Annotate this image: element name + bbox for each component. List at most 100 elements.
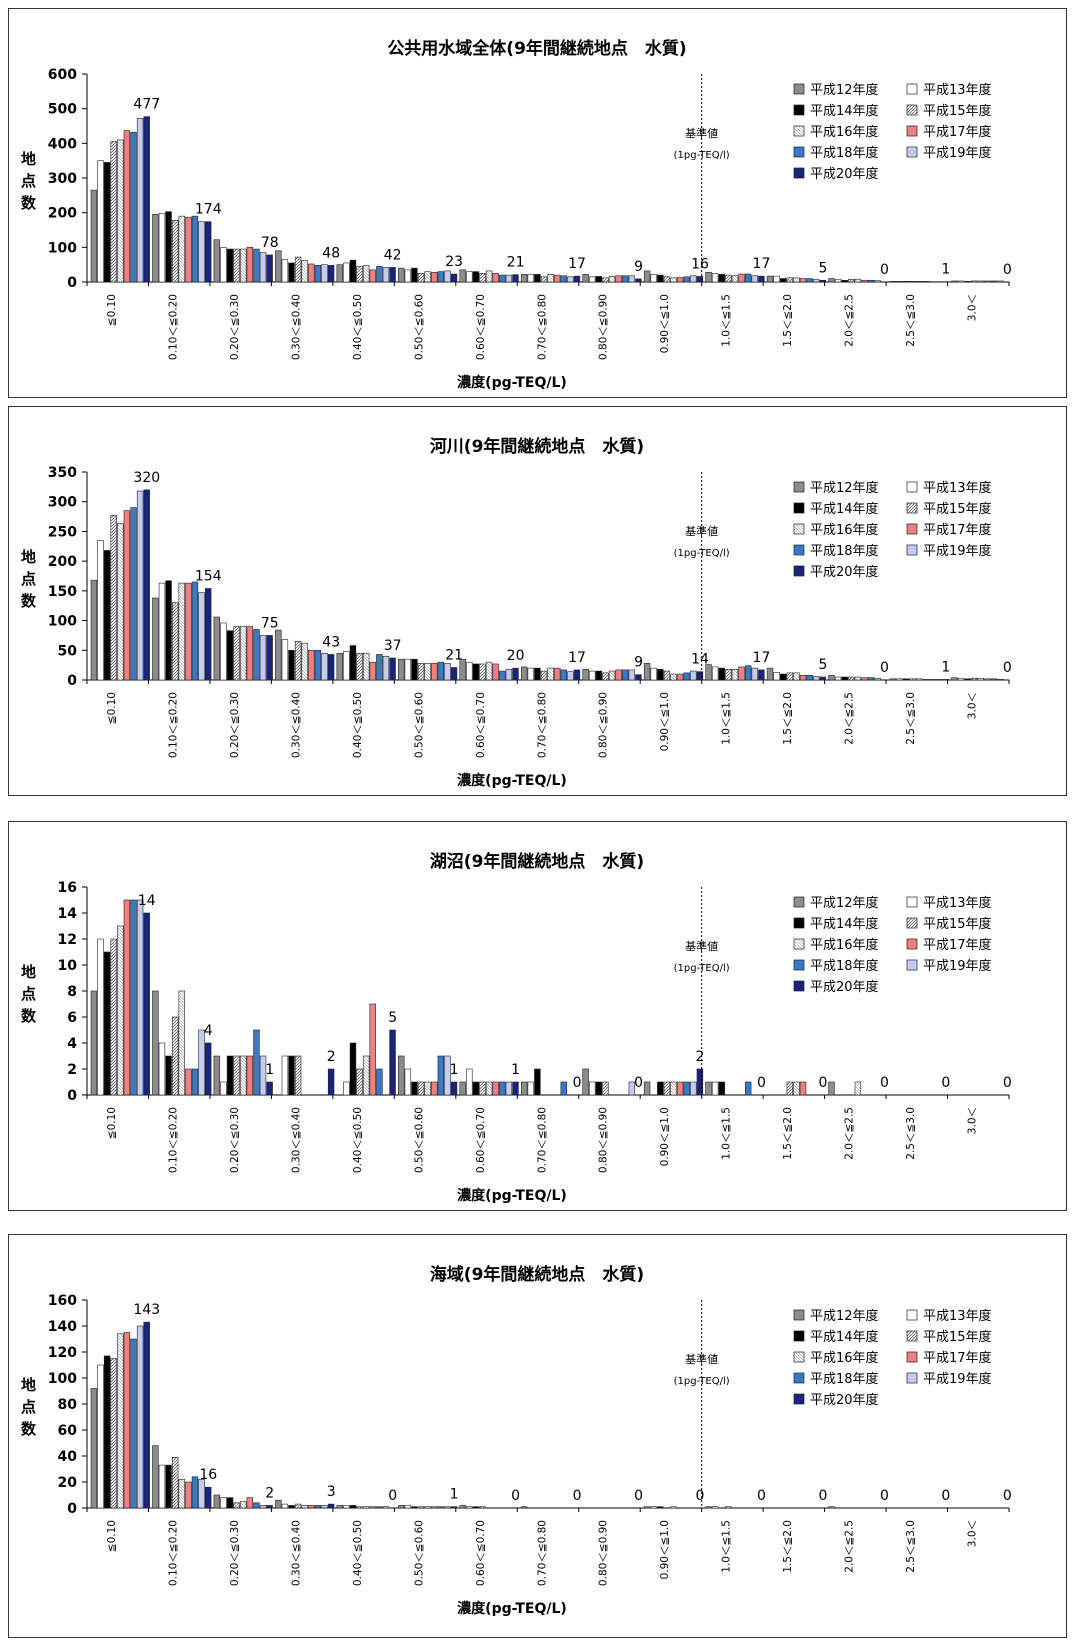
bar-1-14: [889, 281, 897, 283]
bar-7-9: [622, 275, 629, 283]
bar-8-12: [813, 676, 820, 681]
bar-4-13: [848, 278, 855, 283]
bar-4-11: [725, 1506, 732, 1509]
data-label: 143: [133, 1302, 160, 1318]
bar-3-7: [472, 1506, 480, 1509]
x-tick-label: ≦0.10: [106, 294, 118, 326]
x-tick-label: 3.0＜: [967, 692, 979, 719]
legend-swatch-7: [793, 959, 805, 971]
data-label: 0: [1003, 660, 1012, 676]
y-tick-label: 8: [67, 984, 77, 1000]
data-label: 2: [327, 1049, 336, 1065]
bar-1-1: [90, 1388, 98, 1509]
data-label: 0: [941, 1075, 950, 1091]
x-tick-label: 1.5＜≦2.0: [782, 692, 794, 745]
bar-2-2: [158, 582, 166, 681]
bar-2-4: [281, 1503, 289, 1509]
bar-6-3: [246, 626, 254, 681]
bar-4-14: [909, 678, 916, 681]
y-axis-label-char: 点: [21, 985, 36, 1003]
bar-6-10: [676, 673, 684, 681]
legend-label-1: 平成12年度: [810, 895, 879, 911]
bar-1-4: [275, 1499, 282, 1509]
bar-7-11: [744, 665, 752, 681]
x-tick-label: 1.5＜≦2.0: [782, 1107, 794, 1160]
legend-label-5: 平成16年度: [810, 1350, 879, 1366]
x-tick-label: 0.40＜≦0.50: [352, 1107, 364, 1173]
x-tick-label: 0.90＜≦1.0: [659, 1520, 671, 1579]
bar-6-13: [861, 677, 868, 681]
bar-2-12: [773, 275, 780, 283]
bar-5-13: [854, 1081, 862, 1096]
data-label: 37: [384, 638, 402, 654]
bar-8-3: [259, 1055, 267, 1096]
bar-4-10: [663, 1081, 671, 1096]
bar-6-7: [492, 663, 499, 681]
data-label: 0: [880, 1075, 889, 1091]
y-tick-label: 600: [48, 67, 77, 83]
bar-3-8: [534, 667, 541, 681]
bar-8-11: [751, 275, 758, 283]
bar-4-7: [479, 1081, 486, 1096]
x-tick-label: 1.0＜≦1.5: [721, 692, 733, 745]
legend-label-2: 平成13年度: [923, 82, 992, 98]
bar-6-5: [369, 1506, 376, 1509]
bar-3-6: [411, 1081, 418, 1096]
x-tick-label: 0.80＜≦0.90: [598, 1520, 610, 1586]
bar-8-13: [874, 677, 881, 681]
bar-9-7: [512, 1081, 519, 1096]
bar-4-10: [663, 670, 671, 681]
data-label: 2: [696, 1049, 705, 1065]
bar-4-7: [479, 663, 486, 681]
bar-8-6: [444, 1055, 451, 1096]
bar-1-5: [336, 652, 343, 681]
bar-9-5: [389, 657, 396, 681]
y-tick-label: 100: [48, 1371, 77, 1387]
legend-swatch-6: [906, 523, 918, 535]
y-tick-label: 500: [48, 102, 77, 118]
bar-5-9: [608, 670, 616, 681]
bar-3-2: [165, 211, 172, 283]
bar-9-11: [758, 669, 765, 681]
bar-7-10: [683, 672, 690, 681]
bar-4-6: [417, 1081, 425, 1096]
x-tick-label: 0.10＜≦0.20: [167, 294, 179, 360]
bar-5-12: [793, 672, 800, 681]
data-label: 14: [691, 652, 709, 668]
bar-4-10: [663, 276, 671, 283]
bar-4-12: [786, 672, 794, 681]
bar-4-6: [417, 273, 425, 283]
bar-4-15: [971, 280, 978, 283]
bar-6-4: [308, 649, 315, 681]
bar-6-14: [922, 679, 930, 681]
bar-2-4: [281, 259, 289, 283]
x-tick-label: 1.5＜≦2.0: [782, 1520, 794, 1573]
bar-7-7: [499, 274, 506, 283]
legend-swatch-4: [906, 502, 918, 514]
data-label: 1: [450, 1487, 459, 1503]
bar-9-2: [204, 1042, 212, 1096]
bar-6-12: [799, 1081, 807, 1096]
bar-6-1: [123, 130, 131, 283]
bar-3-5: [349, 1042, 357, 1096]
chart-panel-2: 河川(9年間継続地点 水質) 0 50 100 150 200 250 300 350 地点数 ≦0…: [8, 406, 1067, 796]
y-axis-label-char: 地: [21, 963, 36, 981]
legend-label-6: 平成17年度: [923, 937, 992, 953]
bar-1-6: [398, 1055, 405, 1096]
data-label: 20: [507, 648, 525, 664]
bar-5-12: [793, 1081, 800, 1096]
x-tick-label: 1.0＜≦1.5: [721, 294, 733, 347]
bar-8-6: [444, 663, 451, 681]
legend-label-9: 平成20年度: [810, 166, 879, 182]
y-axis-label-char: 点: [21, 172, 36, 190]
bar-8-1: [136, 1325, 144, 1509]
bar-7-12: [806, 674, 813, 681]
x-tick-label: 1.5＜≦2.0: [782, 294, 794, 347]
bar-5-14: [916, 281, 923, 283]
bar-3-10: [657, 669, 664, 681]
x-tick-label: 2.0＜≦2.5: [844, 692, 856, 745]
bar-1-9: [582, 274, 589, 283]
bar-8-3: [259, 1505, 267, 1509]
bar-1-1: [90, 579, 98, 681]
